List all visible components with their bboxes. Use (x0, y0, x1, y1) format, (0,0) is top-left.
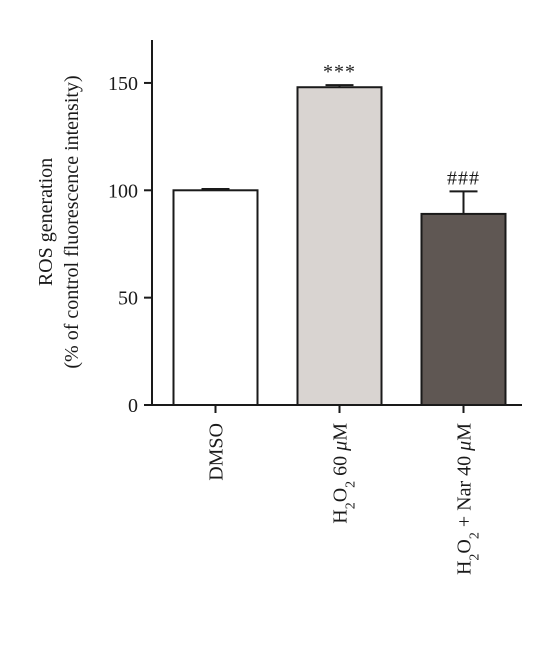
y-axis-title-line-2: (% of control fluorescence intensity) (61, 75, 83, 368)
significance-label: *** (323, 61, 356, 83)
category-label-part: + Nar 40 (454, 451, 476, 532)
y-tick-label: 50 (118, 288, 138, 310)
category-label-part: M (330, 423, 352, 441)
category-label: DMSO (206, 423, 228, 481)
category-label-part: O (330, 488, 352, 502)
category-label: H2O2 + Nar 40 μM (454, 423, 483, 575)
y-tick-label: 0 (128, 395, 138, 417)
bar (172, 189, 259, 406)
significance-label: ### (447, 167, 480, 189)
bar (420, 212, 507, 406)
category-label-part: 2 (343, 481, 358, 488)
category-label: H2O2 60 μM (330, 423, 359, 524)
category-label-part: 2 (467, 532, 482, 539)
category-label-part: O (454, 539, 476, 553)
category-label-part: M (454, 423, 476, 441)
category-label-part: DMSO (206, 423, 228, 481)
bars (172, 86, 507, 406)
y-tick-label: 100 (108, 180, 138, 202)
bar (296, 86, 383, 406)
significance-annotations: *** ### (323, 61, 480, 189)
category-label-part: H (330, 509, 352, 523)
category-label-part: μ (330, 441, 352, 452)
y-axis-title-line-1: ROS generation (35, 158, 57, 286)
category-label-part: μ (454, 441, 476, 452)
y-tick-label: 150 (108, 73, 138, 95)
category-label-part: 60 (330, 451, 352, 481)
category-label-part: 2 (343, 502, 358, 509)
category-label-part: H (454, 561, 476, 575)
y-axis-title: ROS generation (% of control fluorescenc… (35, 75, 83, 368)
error-bars (201, 84, 478, 214)
category-label-part: 2 (467, 554, 482, 561)
